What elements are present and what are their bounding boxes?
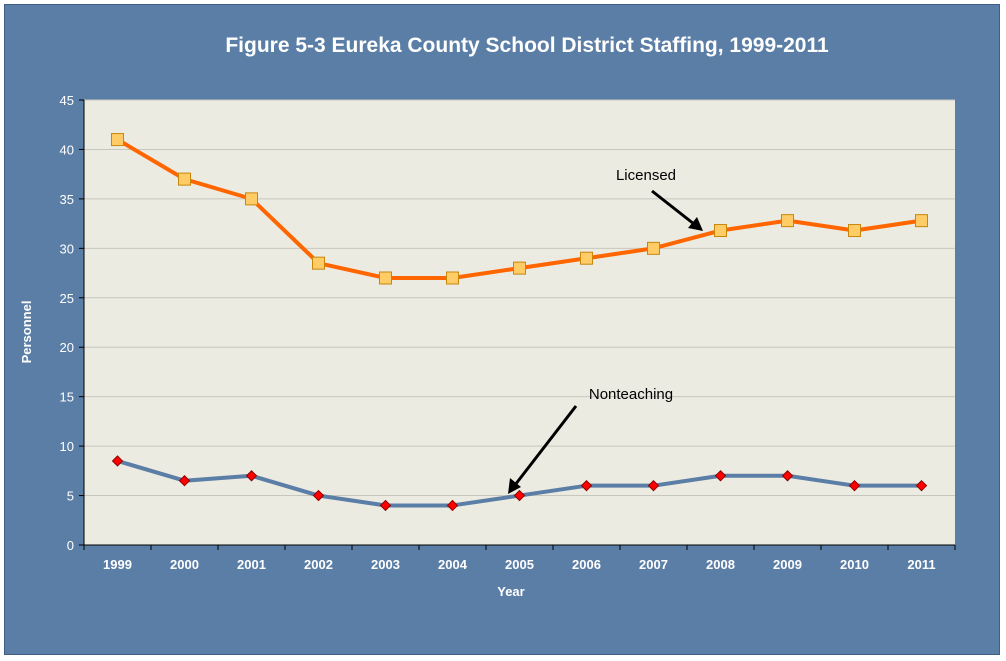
licensed-point-2000 bbox=[178, 172, 191, 186]
x-tick-label-1999: 1999 bbox=[103, 557, 132, 572]
licensed-point-1999 bbox=[111, 133, 124, 147]
x-tick-label-2009: 2009 bbox=[773, 557, 802, 572]
annotation-licensed: Licensed bbox=[616, 167, 676, 184]
annotation-licensed-arrow bbox=[651, 189, 703, 231]
x-tick-label-2003: 2003 bbox=[371, 557, 400, 572]
y-tick-label-30: 30 bbox=[60, 241, 74, 256]
y-tick-label-5: 5 bbox=[67, 489, 74, 504]
x-tick-label-2006: 2006 bbox=[572, 557, 601, 572]
annotation-licensed-arrow-line bbox=[651, 189, 695, 226]
nonteaching-point-2006 bbox=[580, 479, 593, 492]
y-tick-label-10: 10 bbox=[60, 439, 74, 454]
y-axis-ticks: 0 5 10 15 20 25 30 35 40 45 bbox=[60, 93, 84, 553]
y-axis-label: Personnel bbox=[19, 301, 34, 364]
x-tick-label-2005: 2005 bbox=[505, 557, 534, 572]
licensed-point-2008 bbox=[714, 224, 727, 238]
nonteaching-point-1999 bbox=[111, 455, 124, 467]
annotation-nonteaching: Nonteaching bbox=[589, 386, 673, 403]
nonteaching-point-2009 bbox=[781, 470, 794, 482]
nonteaching-point-2003 bbox=[379, 499, 392, 512]
x-tick-label-2011: 2011 bbox=[907, 557, 935, 572]
x-axis-ticks: 1999 2000 2001 2002 2003 2004 2005 2006 2007 2008… bbox=[83, 545, 956, 572]
annotation-nonteaching-arrow bbox=[508, 405, 578, 494]
y-tick-label-35: 35 bbox=[60, 192, 74, 207]
licensed-point-2005 bbox=[513, 261, 526, 275]
x-tick-label-2001: 2001 bbox=[237, 557, 266, 572]
nonteaching-point-2008 bbox=[714, 470, 727, 482]
nonteaching-point-2007 bbox=[647, 479, 660, 492]
x-axis-label: Year bbox=[497, 584, 524, 599]
x-tick-label-2004: 2004 bbox=[438, 557, 468, 572]
nonteaching-point-2010 bbox=[848, 479, 861, 492]
licensed-point-2006 bbox=[580, 251, 593, 265]
plot-area bbox=[84, 100, 955, 545]
nonteaching-point-2001 bbox=[245, 470, 258, 482]
x-tick-label-2007: 2007 bbox=[639, 557, 668, 572]
nonteaching-point-2004 bbox=[446, 499, 459, 512]
y-tick-label-25: 25 bbox=[60, 291, 74, 306]
y-tick-label-45: 45 bbox=[60, 93, 74, 108]
annotation-nonteaching-arrow-head bbox=[508, 478, 521, 494]
licensed-point-2010 bbox=[848, 224, 861, 238]
y-tick-label-20: 20 bbox=[60, 340, 74, 355]
licensed-point-2007 bbox=[647, 241, 660, 255]
gridlines bbox=[84, 99, 955, 497]
annotation-nonteaching-arrow-line bbox=[513, 405, 578, 486]
y-tick-label-0: 0 bbox=[67, 538, 74, 553]
licensed-point-2011 bbox=[915, 214, 928, 228]
nonteaching-point-2002 bbox=[312, 489, 325, 502]
x-tick-label-2010: 2010 bbox=[840, 557, 869, 572]
x-tick-label-2002: 2002 bbox=[304, 557, 333, 572]
x-tick-label-2000: 2000 bbox=[170, 557, 199, 572]
chart-title: Figure 5-3 Eureka County School District… bbox=[225, 34, 829, 57]
y-tick-label-40: 40 bbox=[60, 142, 74, 157]
nonteaching-point-2005 bbox=[513, 489, 526, 502]
licensed-point-2002 bbox=[312, 256, 325, 270]
licensed-point-2001 bbox=[245, 192, 258, 206]
licensed-point-2009 bbox=[781, 214, 794, 228]
nonteaching-point-2000 bbox=[178, 475, 191, 487]
nonteaching-point-2011 bbox=[915, 479, 928, 492]
y-tick-label-15: 15 bbox=[60, 390, 74, 405]
series-layer bbox=[111, 133, 928, 512]
x-tick-label-2008: 2008 bbox=[706, 557, 735, 572]
annotation-licensed-arrow-head bbox=[688, 217, 703, 231]
licensed-point-2004 bbox=[446, 271, 459, 285]
licensed-point-2003 bbox=[379, 271, 392, 285]
